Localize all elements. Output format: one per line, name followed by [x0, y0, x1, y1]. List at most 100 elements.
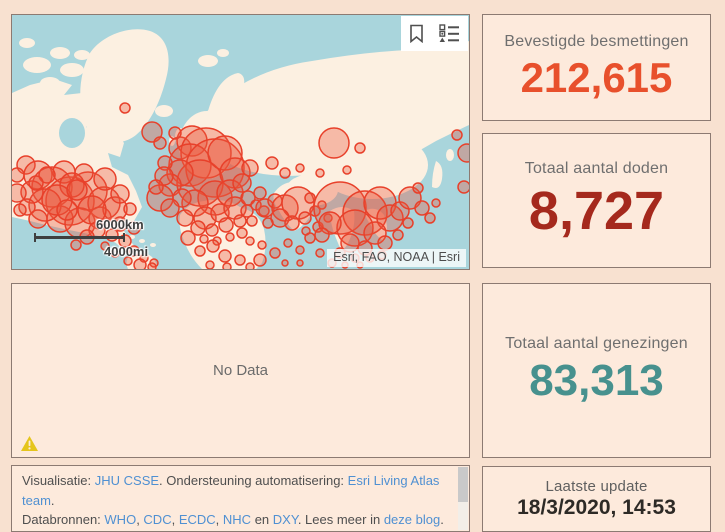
case-bubble[interactable]: [246, 215, 258, 227]
case-bubble[interactable]: [318, 127, 350, 159]
case-bubble[interactable]: [225, 232, 235, 242]
case-bubble[interactable]: [457, 143, 469, 163]
map-panel[interactable]: 6000km 4000mi Esri, FAO, NOAA | Esri: [11, 14, 470, 270]
case-bubble[interactable]: [218, 249, 232, 263]
case-bubble[interactable]: [269, 247, 281, 259]
case-bubble[interactable]: [20, 180, 44, 204]
case-bubble[interactable]: [190, 220, 206, 236]
credit-link[interactable]: deze blog: [383, 512, 441, 527]
credit-link[interactable]: DXY: [272, 512, 298, 527]
case-bubble[interactable]: [245, 236, 255, 246]
case-bubble[interactable]: [12, 183, 27, 203]
case-bubble[interactable]: [110, 248, 120, 258]
case-bubble[interactable]: [12, 167, 25, 183]
case-bubble[interactable]: [146, 184, 174, 212]
case-bubble[interactable]: [412, 182, 424, 194]
case-bubble[interactable]: [236, 227, 248, 239]
case-bubble[interactable]: [176, 209, 194, 227]
case-bubble[interactable]: [18, 198, 36, 216]
case-bubble[interactable]: [431, 198, 441, 208]
case-bubble[interactable]: [253, 253, 267, 267]
case-bubble[interactable]: [181, 189, 209, 217]
case-bubble[interactable]: [194, 245, 206, 257]
case-bubble[interactable]: [38, 166, 56, 184]
case-bubble[interactable]: [148, 179, 164, 195]
case-bubble[interactable]: [265, 156, 279, 170]
case-bubble[interactable]: [392, 229, 404, 241]
case-bubble[interactable]: [157, 155, 173, 171]
case-bubble[interactable]: [314, 227, 330, 243]
case-bubble[interactable]: [315, 168, 325, 178]
case-bubble[interactable]: [234, 254, 246, 266]
case-bubble[interactable]: [284, 215, 300, 231]
case-bubble[interactable]: [112, 216, 128, 232]
case-bubble[interactable]: [451, 129, 463, 141]
case-bubble[interactable]: [257, 240, 267, 250]
case-bubble[interactable]: [253, 186, 267, 200]
credits-scrollbar[interactable]: [458, 467, 468, 530]
case-bubble[interactable]: [295, 163, 305, 173]
case-bubble[interactable]: [168, 126, 182, 140]
case-bubble[interactable]: [377, 235, 393, 251]
case-bubble[interactable]: [295, 245, 305, 255]
case-bubble[interactable]: [298, 211, 312, 225]
case-bubble[interactable]: [376, 204, 404, 232]
case-bubble[interactable]: [176, 125, 208, 157]
case-bubble[interactable]: [123, 256, 133, 266]
case-bubble[interactable]: [457, 180, 469, 194]
case-bubble[interactable]: [279, 167, 291, 179]
case-bubble[interactable]: [206, 239, 220, 253]
case-bubble[interactable]: [123, 202, 137, 216]
case-bubble[interactable]: [222, 262, 232, 269]
case-bubble[interactable]: [119, 102, 131, 114]
case-bubble[interactable]: [258, 205, 270, 217]
case-bubble[interactable]: [207, 135, 243, 171]
case-bubble[interactable]: [232, 173, 252, 193]
case-bubble[interactable]: [283, 238, 293, 248]
legend-button[interactable]: [439, 24, 460, 43]
case-bubble[interactable]: [180, 230, 196, 246]
case-bubble[interactable]: [281, 259, 289, 267]
bookmark-button[interactable]: [409, 24, 424, 43]
credits-scrollbar-thumb[interactable]: [458, 467, 468, 503]
case-bubble[interactable]: [424, 212, 436, 224]
case-bubble[interactable]: [342, 165, 352, 175]
case-bubble[interactable]: [315, 248, 325, 258]
credit-link[interactable]: Esri Living Atlas team: [22, 473, 440, 508]
credit-link[interactable]: JHU CSSE: [94, 473, 160, 488]
case-bubble[interactable]: [205, 223, 219, 237]
case-bubble[interactable]: [28, 175, 44, 191]
case-bubble[interactable]: [240, 204, 254, 218]
case-bubble[interactable]: [70, 239, 82, 251]
case-bubble[interactable]: [28, 209, 48, 229]
case-bubble[interactable]: [317, 200, 327, 210]
case-bubble[interactable]: [205, 260, 215, 269]
case-bubble[interactable]: [41, 184, 73, 216]
case-bubble[interactable]: [133, 258, 147, 269]
case-bubble[interactable]: [100, 241, 110, 251]
case-bubble[interactable]: [402, 217, 414, 229]
case-bubble[interactable]: [93, 167, 117, 191]
case-bubble[interactable]: [166, 159, 194, 187]
world-map[interactable]: [12, 15, 469, 269]
case-bubble[interactable]: [127, 221, 141, 235]
case-bubble[interactable]: [199, 234, 209, 244]
credit-link[interactable]: WHO: [104, 512, 137, 527]
credit-link[interactable]: ECDC: [178, 512, 216, 527]
case-bubble[interactable]: [66, 179, 88, 201]
case-bubble[interactable]: [296, 259, 304, 267]
case-bubble[interactable]: [56, 199, 78, 221]
case-bubble[interactable]: [160, 198, 180, 218]
warning-button[interactable]: [20, 435, 39, 452]
case-bubble[interactable]: [414, 200, 430, 216]
case-bubble[interactable]: [323, 213, 333, 223]
case-bubble[interactable]: [218, 217, 234, 233]
case-bubble[interactable]: [128, 245, 140, 257]
case-bubble[interactable]: [262, 217, 274, 229]
case-bubble[interactable]: [13, 203, 27, 217]
case-bubble[interactable]: [147, 262, 157, 269]
case-bubble[interactable]: [153, 136, 167, 150]
credit-link[interactable]: NHC: [222, 512, 252, 527]
case-bubble[interactable]: [304, 232, 316, 244]
case-bubble[interactable]: [245, 262, 255, 269]
